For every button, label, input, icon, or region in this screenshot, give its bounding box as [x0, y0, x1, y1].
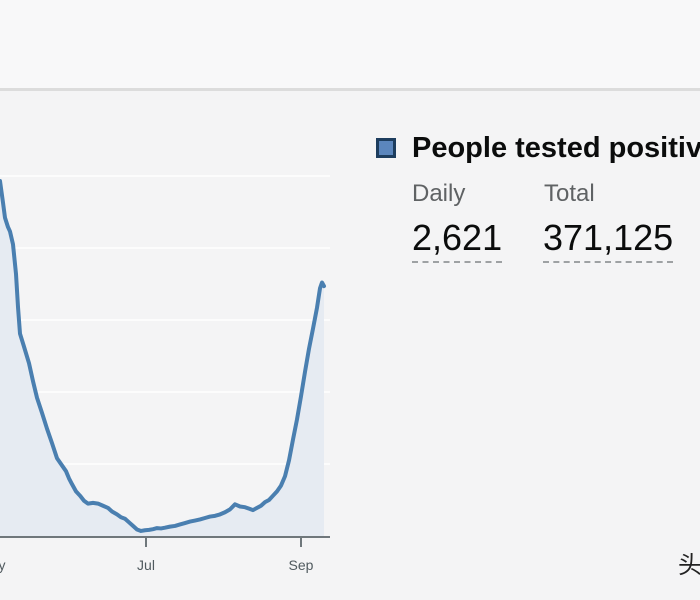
- x-tick-label-0: y: [0, 557, 6, 573]
- daily-value[interactable]: 2,621: [412, 216, 503, 263]
- daily-label: Daily: [412, 180, 466, 207]
- card-headline: People tested positive: [412, 132, 700, 164]
- header-divider: [0, 88, 700, 91]
- x-tick-label-2: Sep: [289, 557, 314, 573]
- series-area: [0, 181, 324, 536]
- total-label: Total: [544, 180, 595, 207]
- x-tick-label-1: Jul: [137, 557, 155, 573]
- watermark-logo: 头: [678, 552, 700, 579]
- series-line: [0, 179, 326, 533]
- legend-swatch-icon: [376, 138, 396, 158]
- page-header-band: [0, 0, 700, 88]
- total-value[interactable]: 371,125: [543, 216, 674, 263]
